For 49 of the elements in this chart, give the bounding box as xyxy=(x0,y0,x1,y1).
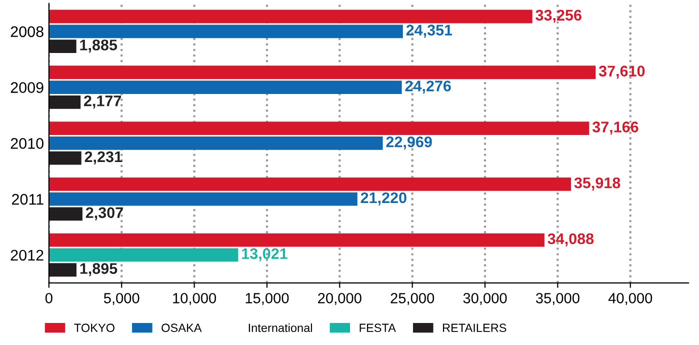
x-tick-label: 25,000 xyxy=(390,293,434,306)
data-label: 2,307 xyxy=(86,207,123,220)
x-tick-label: 40,000 xyxy=(608,293,652,306)
bar xyxy=(48,136,383,150)
text: International xyxy=(248,323,312,332)
bar xyxy=(48,10,532,24)
x-tick-label: 35,000 xyxy=(536,293,580,306)
bar xyxy=(48,40,76,54)
y-tick-label: 2008 xyxy=(10,26,44,38)
data-label: 2,231 xyxy=(84,151,122,164)
data-label: 24,276 xyxy=(405,80,451,94)
x-tick-label: 0 xyxy=(45,293,52,304)
x-tick-label: 30,000 xyxy=(463,293,507,306)
data-label: 1,895 xyxy=(80,263,118,276)
legend-label: RETAILERS xyxy=(442,324,506,332)
data-label: 33,256 xyxy=(536,10,582,23)
data-label: 37,610 xyxy=(598,66,645,79)
legend-label: FESTA xyxy=(360,324,396,332)
data-label: 21,220 xyxy=(360,192,406,206)
y-tick-label: 2012 xyxy=(10,250,44,261)
bar xyxy=(48,192,358,206)
legend-label: OSAKA xyxy=(162,324,202,332)
y-tick-label: 2009 xyxy=(10,82,44,93)
x-tick-label: 10,000 xyxy=(173,293,216,306)
bar xyxy=(48,80,402,94)
data-label: 2,177 xyxy=(84,95,122,109)
bar xyxy=(48,207,82,221)
y-tick-label: 2011 xyxy=(12,194,44,205)
bar xyxy=(48,233,544,247)
data-label: 1,885 xyxy=(80,40,118,53)
data-label: 22,969 xyxy=(386,136,432,150)
bar xyxy=(48,177,572,191)
bar xyxy=(48,151,82,165)
x-tick-label: 5,000 xyxy=(104,293,140,306)
bar xyxy=(48,66,596,80)
bar xyxy=(48,24,403,38)
data-label: 24,351 xyxy=(406,24,452,38)
data-label: 37,166 xyxy=(592,122,638,135)
bar xyxy=(48,95,81,109)
bar xyxy=(48,248,238,262)
bar xyxy=(48,263,76,277)
data-label: 13,021 xyxy=(242,248,288,262)
y-tick-label: 2010 xyxy=(10,138,44,149)
bar xyxy=(48,122,590,135)
data-label: 34,088 xyxy=(548,233,594,246)
x-tick-label: 20,000 xyxy=(318,293,362,306)
data-label: 35,918 xyxy=(574,177,620,190)
legend-label: TOKYO xyxy=(74,324,114,332)
x-tick-label: 15,000 xyxy=(246,293,289,306)
